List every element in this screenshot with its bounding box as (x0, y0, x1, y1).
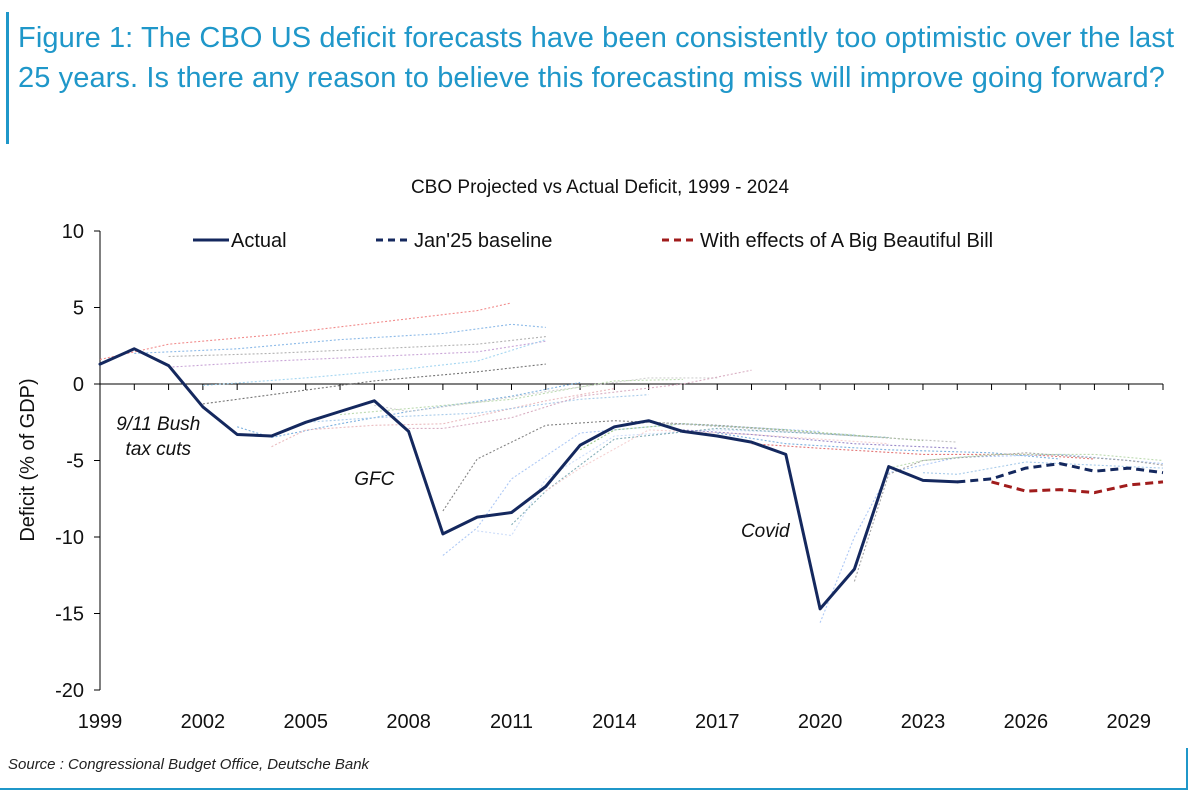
annotation-label: 9/11 Bush (116, 414, 200, 435)
projection-vintage-line (888, 453, 1164, 469)
y-tick-label: 0 (73, 374, 84, 396)
annotation-label: Covid (741, 521, 791, 542)
x-tick-label: 2023 (901, 711, 946, 733)
projection-vintage-line (442, 423, 821, 556)
legend: Actual Jan'25 baseline With effects of A B… (193, 230, 993, 252)
legend-label: Actual (231, 230, 287, 252)
right-accent-rule (1186, 748, 1188, 790)
y-tick-label: -15 (55, 604, 84, 626)
projection-vintage-line (442, 420, 786, 512)
actual-deficit-line (98, 347, 959, 611)
annotation-label: tax cuts (126, 439, 192, 460)
projection-vintage-line (477, 429, 855, 537)
x-tick-label: 2002 (181, 711, 226, 733)
x-tick-label: 2017 (695, 711, 740, 733)
x-tick-label: 1999 (78, 711, 123, 733)
projection-vintage-line (271, 388, 615, 448)
y-tick-label: 5 (73, 298, 84, 320)
x-tick-label: 2008 (386, 711, 431, 733)
bottom-accent-rule (0, 788, 1188, 790)
cbo-projection-vintages (99, 302, 1164, 623)
legend-label: Jan'25 baseline (414, 230, 552, 252)
projection-vintage-line (99, 302, 512, 361)
y-axis-label: Deficit (% of GDP) (17, 378, 39, 541)
x-tick-label: 2026 (1004, 711, 1049, 733)
projection-vintage-line (819, 453, 1164, 623)
projection-vintage-line (717, 432, 1061, 460)
annotation-label: GFC (354, 469, 394, 490)
projection-vintage-line (511, 427, 889, 526)
axes: 10 5 0 -5 -10 -15 -20 1999 2002 2005 2008 2011 2014 2… (55, 221, 1164, 733)
projection-vintage-line (614, 421, 958, 443)
y-tick-label: -5 (66, 451, 84, 473)
y-tick-label: -10 (55, 527, 84, 549)
annotations: 9/11 Bush tax cuts GFC Covid (116, 414, 791, 542)
legend-label: With effects of A Big Beautiful Bill (700, 230, 993, 252)
y-tick-label: 10 (62, 221, 84, 243)
projection-vintage-line (305, 394, 649, 423)
x-tick-label: 2029 (1106, 711, 1151, 733)
projection-vintage-line (682, 429, 958, 449)
projection-vintage-line (202, 363, 546, 405)
baseline-projection-line (957, 462, 1164, 484)
projection-vintage-line (374, 377, 718, 413)
x-tick-label: 2011 (490, 711, 533, 733)
series-layer (98, 347, 1164, 611)
projection-vintage-line (545, 429, 889, 492)
title-accent-rule (6, 12, 9, 144)
x-tick-label: 2020 (798, 711, 843, 733)
projection-vintage-line (853, 452, 1164, 582)
projection-vintage-line (751, 443, 1095, 460)
x-tick-label: 2014 (592, 711, 637, 733)
projection-vintage-line (202, 339, 546, 387)
figure-title: Figure 1: The CBO US deficit forecasts h… (18, 22, 1175, 94)
bbb-projection-line (991, 480, 1164, 495)
projection-vintage-line (408, 369, 752, 429)
y-tick-label: -20 (55, 680, 84, 702)
x-tick-label: 2005 (283, 711, 328, 733)
projection-vintage-line (168, 340, 546, 368)
projection-vintage-line (134, 323, 546, 354)
chart-title: CBO Projected vs Actual Deficit, 1999 - … (411, 177, 790, 198)
source-note: Source : Congressional Budget Office, De… (8, 756, 370, 773)
projection-vintage-line (168, 336, 546, 358)
